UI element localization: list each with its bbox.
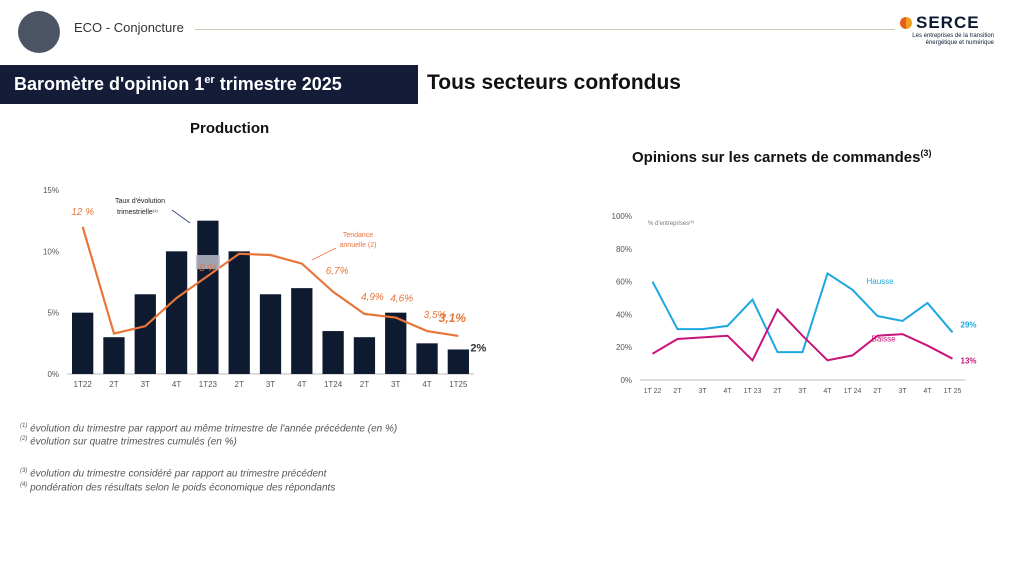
end-data-label: 29% xyxy=(961,320,977,329)
eco-logo-icon xyxy=(18,11,60,53)
x-tick-label: 2T xyxy=(360,380,369,389)
end-data-label: 13% xyxy=(961,357,977,366)
y-tick-label: 15% xyxy=(43,186,59,195)
x-tick-label: 2T xyxy=(673,388,682,395)
x-tick-label: 1T 22 xyxy=(644,388,662,395)
trend-data-label: 12 % xyxy=(71,207,94,218)
section-title: Tous secteurs confondus xyxy=(427,71,681,94)
series-line xyxy=(651,307,953,363)
serce-mark-icon xyxy=(900,17,912,29)
production-chart: 0% 5% 10% 15% 1T22 2T 3T 4T 1T23 2T 3T 4T 1T24 2T 3T 4T… xyxy=(43,186,486,389)
footnote-1: (1) évolution du trimestre par rapport a… xyxy=(20,423,398,435)
footnote-3: (3) évolution du trimestre considéré par… xyxy=(20,468,327,480)
x-tick-label: 4T xyxy=(172,380,181,389)
x-tick-label: 1T 24 xyxy=(844,388,862,395)
trend-data-label: 6,7% xyxy=(326,266,349,277)
x-tick-label: 1T25 xyxy=(449,380,468,389)
y-tick-label: 40% xyxy=(616,310,632,319)
brand-name: SERCE xyxy=(916,13,980,32)
production-title: Production xyxy=(190,120,270,137)
trend-data-label: 4,6% xyxy=(390,294,413,305)
footnote-2: (2) évolution sur quatre trimestres cumu… xyxy=(20,436,237,448)
bar xyxy=(385,312,407,374)
x-tick-label: 2T xyxy=(873,388,882,395)
series-label: Hausse xyxy=(867,277,895,286)
brand-tagline-1: Les entreprises de la transition xyxy=(912,33,994,39)
x-tick-label: 2T xyxy=(235,380,244,389)
trend-line xyxy=(81,226,459,338)
bar xyxy=(291,288,313,374)
header-divider xyxy=(195,29,895,30)
bar xyxy=(134,294,156,374)
banner-title: Baromètre d'opinion 1er trimestre 2025 xyxy=(0,65,418,104)
trend-series-label: annuelle (2) xyxy=(340,242,377,249)
serce-logo: SERCE Les entreprises de la transition é… xyxy=(900,13,1010,47)
trend-data-label: 8 % xyxy=(199,263,216,274)
y-tick-label: 0% xyxy=(620,376,632,385)
trend-data-label: 4,9% xyxy=(361,292,384,303)
x-tick-label: 3T xyxy=(698,388,707,395)
x-tick-label: 3T xyxy=(141,380,150,389)
x-tick-label: 1T22 xyxy=(74,380,93,389)
bar-series-label: Taux d'évolution trimestrielle(1) xyxy=(115,198,165,216)
x-tick-label: 4T xyxy=(723,388,732,395)
y-tick-label: 10% xyxy=(43,247,59,256)
x-tick-label: 4T xyxy=(923,388,932,395)
orders-chart: 0% 20% 40% 60% 80% 100% 1T 22 2T 3T 4T 1T 23 2T 3T 4T… xyxy=(612,212,977,395)
x-tick-label: 3T xyxy=(798,388,807,395)
bar xyxy=(103,337,125,374)
brand-tagline-2: énergétique et numérique xyxy=(925,40,994,46)
section-label: ECO - Conjoncture xyxy=(74,20,184,35)
x-tick-label: 2T xyxy=(773,388,782,395)
trend-data-label: 3,5% xyxy=(424,310,447,321)
y-axis-label: % d'entreprises(4) xyxy=(648,219,695,227)
x-tick-label: 4T xyxy=(823,388,832,395)
bar xyxy=(353,337,376,374)
x-tick-label: 1T 25 xyxy=(944,388,962,395)
bar xyxy=(259,294,282,374)
trend-series-label: Tendance xyxy=(343,232,373,239)
orders-title: Opinions sur les carnets de commandes(3) xyxy=(632,148,932,166)
bar xyxy=(228,251,250,374)
trend-data-label: 3,1% xyxy=(439,311,467,325)
bar xyxy=(416,343,438,374)
footnote-4: (4) pondération des résultats selon le p… xyxy=(20,482,336,494)
bar xyxy=(322,331,344,374)
x-tick-label: 3T xyxy=(266,380,275,389)
x-tick-label: 3T xyxy=(898,388,907,395)
bar-data-label: 2% xyxy=(470,342,486,354)
x-tick-label: 4T xyxy=(297,380,306,389)
trend-label-pointer xyxy=(311,247,337,261)
y-tick-label: 100% xyxy=(612,212,632,221)
y-tick-label: 5% xyxy=(47,309,59,318)
bar xyxy=(72,312,94,374)
bar xyxy=(197,220,219,374)
highlight-box xyxy=(195,255,220,270)
series-line xyxy=(651,271,954,354)
y-tick-label: 0% xyxy=(47,370,59,379)
x-tick-label: 1T23 xyxy=(199,380,218,389)
y-tick-label: 60% xyxy=(616,278,632,287)
bar xyxy=(447,349,469,374)
x-tick-label: 1T 23 xyxy=(744,388,762,395)
x-tick-label: 1T24 xyxy=(324,380,343,389)
y-tick-label: 20% xyxy=(616,343,632,352)
series-label: Baisse xyxy=(872,335,897,344)
x-tick-label: 4T xyxy=(422,380,431,389)
x-tick-label: 3T xyxy=(391,380,400,389)
bar-label-pointer xyxy=(171,209,191,224)
y-tick-label: 80% xyxy=(616,245,632,254)
x-tick-label: 2T xyxy=(109,380,118,389)
bar xyxy=(165,251,188,374)
